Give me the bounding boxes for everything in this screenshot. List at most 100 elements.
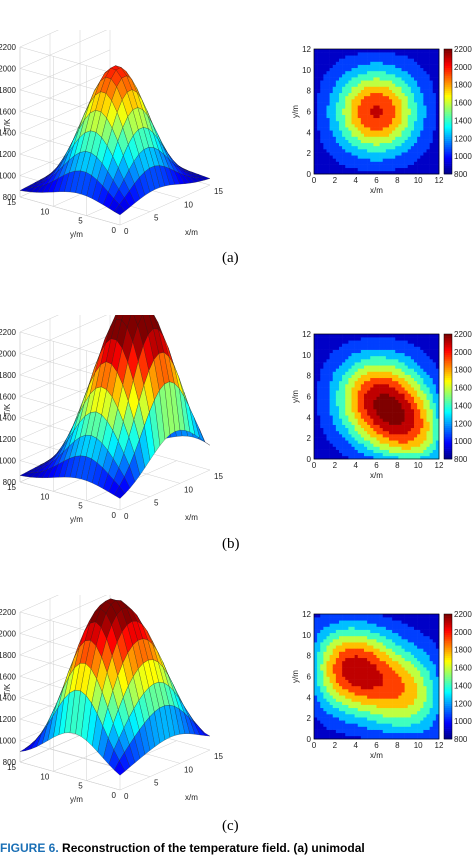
x-tick-label: 5 [154, 499, 159, 508]
contour-y-tick-label: 2 [307, 434, 312, 443]
z-tick-label: 1600 [0, 107, 17, 116]
colorbar-tick-label: 1000 [454, 717, 472, 726]
colorbar-tick-label: 2200 [454, 45, 472, 54]
colorbar-tick-label: 1000 [454, 152, 472, 161]
contour-x-tick-label: 4 [353, 461, 358, 470]
contour-fill [314, 49, 440, 175]
contour-plot-b: 0 2 4 6 8 10 12 12 10 8 6 4 2 0 y/m x/m 2200 2000 1800 1600… [292, 330, 472, 480]
surface-mesh [19, 65, 211, 216]
y-tick-label: 5 [78, 217, 83, 226]
contour-y-axis-label: y/m [292, 105, 300, 118]
colorbar [444, 334, 452, 460]
surface-plot-a: 2200 2000 1800 1600 1400 1200 1000 800 T/K 15 10 5 0… [0, 30, 223, 239]
z-axis-label: T/K [3, 118, 12, 131]
x-tick-label: 5 [154, 779, 159, 788]
contour-y-tick-label: 0 [307, 735, 312, 744]
colorbar-tick-label: 1400 [454, 401, 472, 410]
contour-x-axis-label: x/m [370, 471, 383, 480]
y-axis-label: y/m [70, 230, 83, 239]
contour-y-tick-label: 0 [307, 170, 312, 179]
contour-y-axis-label: y/m [292, 390, 300, 403]
contour-x-tick-label: 10 [414, 176, 423, 185]
colorbar-tick-label: 1200 [454, 134, 472, 143]
z-tick-label: 1400 [0, 414, 17, 423]
contour-x-axis-label: x/m [370, 751, 383, 760]
contour-x-tick-label: 2 [333, 741, 338, 750]
contour-y-tick-label: 4 [307, 128, 312, 137]
x-axis-label: x/m [185, 513, 198, 522]
z-axis-label: T/K [3, 683, 12, 696]
contour-x-tick-label: 12 [435, 461, 444, 470]
z-tick-label: 2000 [0, 64, 17, 73]
colorbar-tick-label: 1800 [454, 81, 472, 90]
colorbar-tick-label: 800 [454, 735, 468, 744]
caption-text: Reconstruction of the temperature field.… [62, 841, 365, 855]
contour-x-tick-label: 12 [435, 741, 444, 750]
caption-label: FIGURE 6. [0, 841, 59, 855]
colorbar-tick-label: 1400 [454, 116, 472, 125]
x-tick-label: 15 [214, 187, 223, 196]
contour-x-tick-label: 6 [374, 176, 379, 185]
x-tick-label: 15 [214, 472, 223, 481]
contour-fill [314, 334, 440, 460]
y-tick-label: 10 [40, 772, 49, 781]
contour-y-tick-label: 2 [307, 714, 312, 723]
contour-y-tick-label: 8 [307, 87, 312, 96]
z-tick-label: 1200 [0, 435, 17, 444]
y-tick-label: 15 [7, 483, 16, 492]
colorbar [444, 614, 452, 740]
contour-fill [314, 614, 440, 740]
z-tick-label: 1200 [0, 150, 17, 159]
y-tick-label: 5 [78, 502, 83, 511]
x-axis-label: x/m [185, 793, 198, 802]
contour-y-tick-label: 10 [302, 631, 311, 640]
colorbar-tick-label: 2200 [454, 610, 472, 619]
y-axis-label: y/m [70, 515, 83, 524]
contour-y-tick-label: 12 [302, 45, 311, 54]
contour-x-tick-label: 0 [312, 741, 317, 750]
contour-x-axis-label: x/m [370, 186, 383, 195]
contour-x-tick-label: 4 [353, 176, 358, 185]
x-tick-label: 10 [184, 200, 193, 209]
x-tick-label: 10 [184, 485, 193, 494]
contour-y-tick-label: 6 [307, 673, 312, 682]
contour-x-tick-label: 6 [374, 741, 379, 750]
colorbar-tick-label: 800 [454, 455, 468, 464]
contour-x-tick-label: 8 [395, 176, 400, 185]
contour-y-tick-label: 8 [307, 372, 312, 381]
colorbar-tick-label: 800 [454, 170, 468, 179]
y-tick-label: 10 [40, 207, 49, 216]
surface-mesh [19, 598, 211, 776]
contour-y-tick-label: 4 [307, 693, 312, 702]
z-tick-label: 1400 [0, 129, 17, 138]
x-tick-label: 0 [124, 512, 129, 521]
surface-plot-b: 2200 2000 1800 1600 1400 1200 1000 800 T/K 15 10 5 0… [0, 315, 223, 524]
y-tick-label: 10 [40, 492, 49, 501]
subfigure-label-b: (b) [222, 536, 240, 552]
y-axis-label: y/m [70, 795, 83, 804]
contour-y-tick-label: 4 [307, 413, 312, 422]
contour-x-tick-label: 10 [414, 461, 423, 470]
y-tick-label: 0 [112, 791, 117, 800]
x-tick-label: 0 [124, 227, 129, 236]
contour-x-tick-label: 10 [414, 741, 423, 750]
y-tick-label: 0 [112, 511, 117, 520]
colorbar-tick-label: 1600 [454, 664, 472, 673]
z-tick-label: 1600 [0, 392, 17, 401]
contour-y-axis-label: y/m [292, 670, 300, 683]
contour-x-tick-label: 8 [395, 741, 400, 750]
colorbar-tick-label: 2000 [454, 628, 472, 637]
contour-y-tick-label: 0 [307, 455, 312, 464]
contour-y-tick-label: 8 [307, 652, 312, 661]
contour-y-tick-label: 6 [307, 108, 312, 117]
colorbar [444, 49, 452, 175]
z-tick-label: 1000 [0, 737, 17, 746]
contour-x-tick-label: 0 [312, 176, 317, 185]
colorbar-tick-label: 1800 [454, 646, 472, 655]
y-tick-label: 5 [78, 782, 83, 791]
z-tick-label: 1600 [0, 672, 17, 681]
z-tick-label: 800 [3, 478, 17, 487]
contour-plot-c: 0 2 4 6 8 10 12 12 10 8 6 4 2 0 y/m x/m 2200 2000 1800 1600… [292, 610, 472, 760]
z-tick-label: 2000 [0, 349, 17, 358]
contour-y-tick-label: 10 [302, 351, 311, 360]
